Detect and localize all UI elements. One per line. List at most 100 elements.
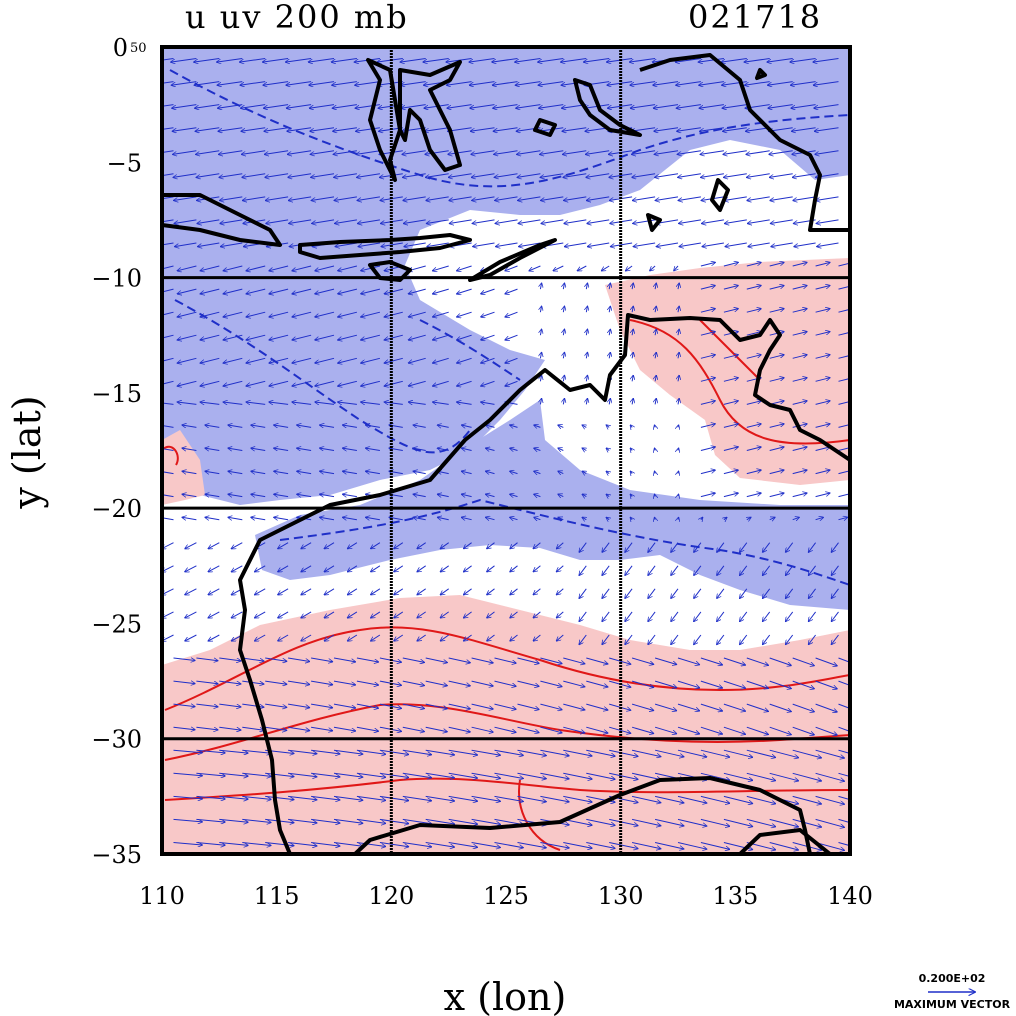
wind-vector (625, 634, 633, 645)
wind-vector (769, 749, 799, 758)
x-tick-label: 130 (598, 882, 644, 910)
wind-vector (626, 265, 633, 271)
wind-vector (700, 424, 715, 428)
wind-vector (185, 565, 197, 572)
wind-vector (427, 242, 449, 247)
wind-vector (394, 611, 404, 618)
wind-vector (677, 657, 700, 665)
wind-vector (496, 242, 518, 247)
wind-vector (534, 517, 541, 519)
wind-vector (471, 795, 501, 801)
wind-vector (586, 818, 615, 825)
wind-vector (648, 588, 656, 599)
wind-vector (563, 657, 585, 664)
wind-vector (700, 309, 715, 313)
wind-vector (413, 425, 426, 427)
wind-vector (196, 173, 220, 178)
wind-vector (218, 104, 243, 109)
wind-vector (292, 334, 312, 340)
wind-vector (177, 402, 197, 404)
wind-vector (723, 355, 738, 359)
wind-vector (717, 634, 725, 645)
wind-vector (700, 703, 723, 711)
wind-vector (518, 196, 541, 201)
wind-vector (361, 288, 381, 294)
wind-vector (343, 471, 357, 473)
y-tick-labels: −5 −10 −15 −20 −25 −30 −35 0 (91, 34, 142, 869)
wind-vector (437, 494, 449, 496)
wind-vector (648, 565, 656, 576)
wind-vector (700, 818, 730, 826)
wind-vector (838, 842, 850, 847)
wind-vector (630, 81, 656, 86)
wind-vector (338, 265, 358, 271)
wind-vector (446, 81, 472, 86)
wind-vector (676, 104, 701, 109)
wind-vector (265, 173, 289, 178)
wind-vector (677, 795, 707, 803)
wind-vector (433, 288, 449, 294)
wind-vector (700, 447, 715, 451)
wind-vector (366, 448, 380, 450)
x-tick-label: 125 (483, 882, 529, 910)
wind-vector (540, 375, 541, 382)
wind-vector (413, 494, 426, 496)
wind-vector (815, 262, 830, 267)
wind-vector (265, 196, 289, 201)
wind-vector (815, 657, 838, 666)
wind-vector (402, 842, 432, 847)
coastlines (162, 53, 850, 854)
wind-vector (746, 703, 769, 711)
wind-vector (196, 842, 225, 846)
wind-vector (292, 402, 312, 404)
wind-vector (173, 795, 203, 799)
wind-vector (746, 262, 761, 267)
wind-vector (425, 749, 455, 755)
wind-vector (343, 517, 357, 519)
wind-vector (219, 749, 248, 753)
wind-vector (220, 242, 243, 247)
wind-vector (404, 242, 426, 247)
wind-vector (208, 565, 220, 572)
positive-u-shading (162, 258, 850, 854)
wind-vector (582, 517, 586, 519)
wind-vector (533, 565, 541, 572)
wind-vector (561, 58, 587, 63)
wind-vector (698, 58, 724, 63)
wind-vector (448, 842, 478, 848)
wind-vector (278, 588, 289, 595)
wind-vector (510, 471, 518, 473)
wind-vector (320, 494, 335, 496)
wind-vector (255, 634, 266, 641)
wind-vector (763, 588, 771, 599)
wind-vector (815, 703, 838, 712)
wind-vector (540, 329, 541, 336)
wind-vector (630, 448, 632, 450)
wind-vector (606, 471, 609, 473)
wind-vector (515, 81, 541, 86)
wind-vector (333, 726, 356, 731)
wind-vector (255, 565, 266, 572)
wind-vector (242, 726, 264, 730)
wind-vector (540, 283, 541, 290)
wind-vector (655, 471, 656, 473)
wind-vector (457, 265, 472, 271)
wind-vector (287, 127, 312, 132)
wind-vector (408, 380, 426, 386)
wind-vector (699, 81, 724, 86)
wind-vector (448, 772, 478, 778)
wind-vector (609, 306, 610, 313)
wind-vector (481, 311, 495, 317)
wind-vector (533, 611, 541, 618)
wind-vector (292, 380, 312, 386)
wind-vector (177, 265, 197, 271)
wind-vector (517, 703, 540, 709)
wind-vector (717, 611, 725, 622)
wind-vector (602, 611, 610, 622)
wind-vector (311, 749, 340, 754)
wind-vector (648, 634, 656, 645)
wind-vector (792, 749, 822, 758)
wind-vector (182, 448, 197, 450)
wind-vector (447, 104, 472, 109)
wind-vector (654, 818, 684, 826)
